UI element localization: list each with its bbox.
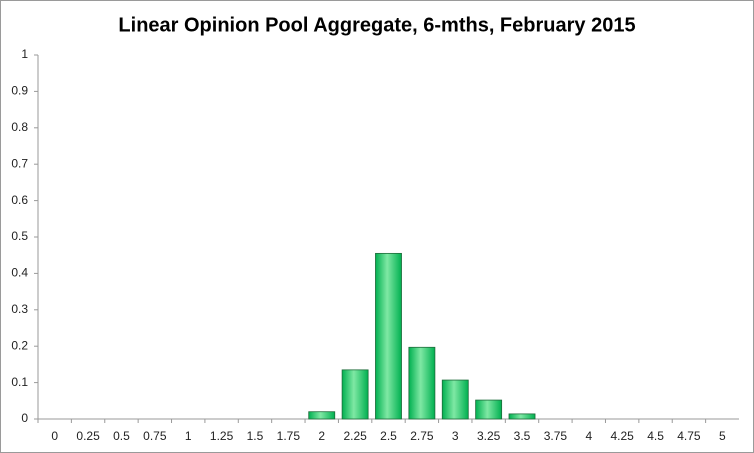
y-tick-label: 0.9 [11,84,28,98]
x-tick-label: 1.5 [247,429,264,443]
y-tick-label: 0.2 [11,338,28,352]
x-tick-label: 2.75 [410,429,434,443]
x-tick-label: 2 [318,429,325,443]
x-tick-label: 3 [452,429,459,443]
x-tick-label: 1 [185,429,192,443]
y-tick-label: 0 [21,411,28,425]
chart-title: Linear Opinion Pool Aggregate, 6-mths, F… [118,14,635,36]
x-tick-label: 3.25 [477,429,501,443]
bar [308,411,336,420]
bar [375,252,402,420]
x-tick-label: 4.5 [647,429,664,443]
y-tick-label: 0.1 [11,375,28,389]
x-tick-label: 2.5 [380,429,397,443]
y-tick-label: 0.8 [11,120,28,134]
x-tick-label: 4.25 [610,429,634,443]
y-tick-label: 0.7 [11,156,28,170]
y-tick-label: 0.6 [11,193,28,207]
bar [341,369,369,420]
bar [475,399,503,420]
x-tick-label: 3.75 [544,429,568,443]
x-tick-label: 1.25 [210,429,234,443]
x-tick-label: 0.75 [143,429,167,443]
bar [408,346,436,420]
x-tick-label: 3.5 [514,429,531,443]
x-tick-label: 0 [51,429,58,443]
x-tick-label: 4 [585,429,592,443]
x-tick-label: 0.5 [113,429,130,443]
y-tick-label: 0.4 [11,266,28,280]
x-tick-label: 4.75 [677,429,701,443]
x-tick-label: 1.75 [277,429,301,443]
x-tick-label: 2.25 [343,429,367,443]
x-tick-label: 5 [719,429,726,443]
y-tick-label: 0.5 [11,229,28,243]
bar [508,413,536,420]
y-tick-label: 0.3 [11,302,28,316]
y-tick-label: 1 [21,47,28,61]
bar [441,379,469,420]
x-tick-label: 0.25 [76,429,100,443]
